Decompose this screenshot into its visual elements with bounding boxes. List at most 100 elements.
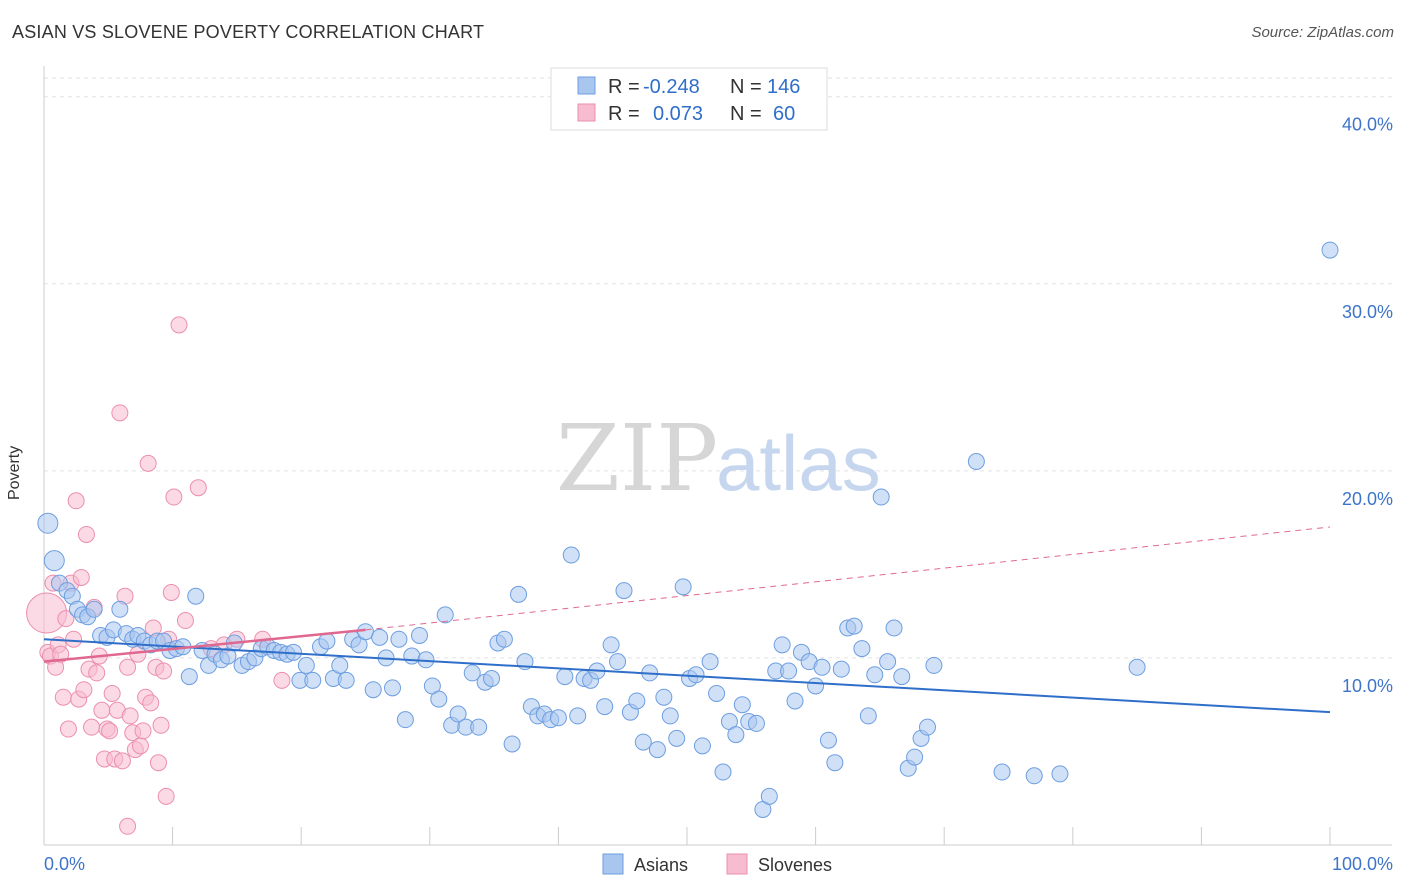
asians-point-136 <box>925 656 943 674</box>
asians-point-96 <box>661 707 679 725</box>
slovenes-point-14 <box>72 568 90 586</box>
asians-point-1 <box>43 550 65 572</box>
asians-point-103 <box>708 684 726 702</box>
asians-point-140 <box>1051 765 1069 783</box>
asians-point-80 <box>556 668 574 686</box>
watermark-atlas: atlas <box>716 419 881 507</box>
slovenes-point-8 <box>57 610 75 628</box>
asians-point-54 <box>384 679 402 697</box>
asians-point-106 <box>727 726 745 744</box>
asians-point-0 <box>37 512 59 534</box>
asians-point-137 <box>967 453 985 470</box>
slovenes-trend-line <box>43 628 366 663</box>
source-credit: Source: ZipAtlas.com <box>1251 24 1394 41</box>
slovenes-point-11 <box>65 630 83 648</box>
asians-point-88 <box>609 653 627 671</box>
slovenes-point-37 <box>131 737 149 755</box>
asians-point-142 <box>1321 241 1339 259</box>
slovenes-point-16 <box>77 525 95 543</box>
stats-slovenes-r-value: 0.073 <box>653 103 703 125</box>
stats-asians-r-value: -0.248 <box>643 76 700 98</box>
asians-point-135 <box>918 718 936 736</box>
asians-point-62 <box>436 606 454 624</box>
slovenes-point-7 <box>54 688 72 706</box>
x-tick-label-min: 0.0% <box>44 854 85 874</box>
watermark-zip: ZIP <box>556 405 718 512</box>
legend-slovenes-label: Slovenes <box>758 855 832 875</box>
asians-point-41 <box>297 656 315 674</box>
asians-point-130 <box>885 619 903 637</box>
asians-point-24 <box>187 587 205 605</box>
asians-point-98 <box>674 578 692 596</box>
y-tick-label-10: 10.0% <box>1342 676 1393 696</box>
asians-point-87 <box>602 636 620 654</box>
y-tick-label-40: 40.0% <box>1342 115 1393 135</box>
asians-point-67 <box>470 718 488 736</box>
asians-point-58 <box>411 626 429 644</box>
slovenes-series <box>26 316 291 835</box>
y-tick-label-30: 30.0% <box>1342 302 1393 322</box>
slovenes-point-45 <box>152 716 170 734</box>
stats-slovenes-r-label: R = <box>608 103 640 125</box>
legend-asians-label: Asians <box>634 855 688 875</box>
legend-asians-swatch <box>602 853 624 875</box>
asians-point-56 <box>396 711 414 729</box>
slovenes-point-50 <box>165 488 183 506</box>
asians-point-23 <box>180 668 198 686</box>
stats-box-frame <box>550 67 828 131</box>
asians-point-128 <box>872 488 890 506</box>
x-tick-labels: 0.0% 100.0% <box>44 854 1393 874</box>
slovenes-point-51 <box>170 316 188 334</box>
slovenes-point-12 <box>67 492 85 510</box>
asians-series <box>37 241 1339 818</box>
asians-point-72 <box>503 735 521 753</box>
asians-point-95 <box>655 688 673 706</box>
slovenes-point-58 <box>273 671 291 689</box>
asians-point-100 <box>687 666 705 684</box>
asians-point-50 <box>357 623 374 641</box>
asians-point-124 <box>845 617 863 635</box>
slovenes-point-29 <box>111 404 129 422</box>
slovenes-point-22 <box>93 701 111 719</box>
gridlines <box>44 77 1392 659</box>
asians-point-42 <box>304 671 322 689</box>
asians-point-133 <box>906 748 924 766</box>
slovenes-point-53 <box>189 479 207 497</box>
slovenes-point-30 <box>113 752 131 770</box>
asians-trend-line <box>43 638 1331 714</box>
slovenes-point-59 <box>119 817 137 835</box>
slovenes-point-26 <box>103 684 121 702</box>
asians-point-79 <box>549 709 567 727</box>
asians-point-81 <box>562 546 580 564</box>
legend: Asians Slovenes <box>602 853 832 875</box>
asians-point-52 <box>371 628 389 646</box>
slovenes-point-20 <box>88 664 106 682</box>
y-tick-label-20: 20.0% <box>1342 489 1393 509</box>
asians-point-61 <box>430 690 448 708</box>
stats-slovenes-n-label: N = <box>730 103 762 125</box>
asians-point-122 <box>832 660 850 678</box>
asians-point-120 <box>819 731 837 749</box>
asians-point-138 <box>993 763 1011 781</box>
asians-point-109 <box>747 714 765 732</box>
stats-box: R = -0.248 N = 146 R = 0.073 N = 60 <box>550 67 828 131</box>
asians-point-119 <box>813 658 831 676</box>
slovenes-point-49 <box>162 583 180 601</box>
slovenes-point-15 <box>75 681 93 699</box>
asians-point-89 <box>615 582 633 600</box>
legend-slovenes-swatch <box>726 853 748 875</box>
asians-point-55 <box>390 630 408 648</box>
asians-point-94 <box>648 741 666 759</box>
slovenes-point-6 <box>52 645 70 663</box>
stats-asians-n-label: N = <box>730 76 762 98</box>
slovenes-point-41 <box>142 694 160 712</box>
slovenes-point-47 <box>157 787 175 805</box>
asians-point-69 <box>483 670 501 688</box>
asians-point-57 <box>403 647 421 665</box>
asians-point-91 <box>628 692 646 710</box>
asians-point-114 <box>780 662 798 680</box>
stats-asians-swatch <box>577 76 596 95</box>
asians-point-118 <box>807 677 825 695</box>
slovenes-point-9 <box>59 720 77 738</box>
